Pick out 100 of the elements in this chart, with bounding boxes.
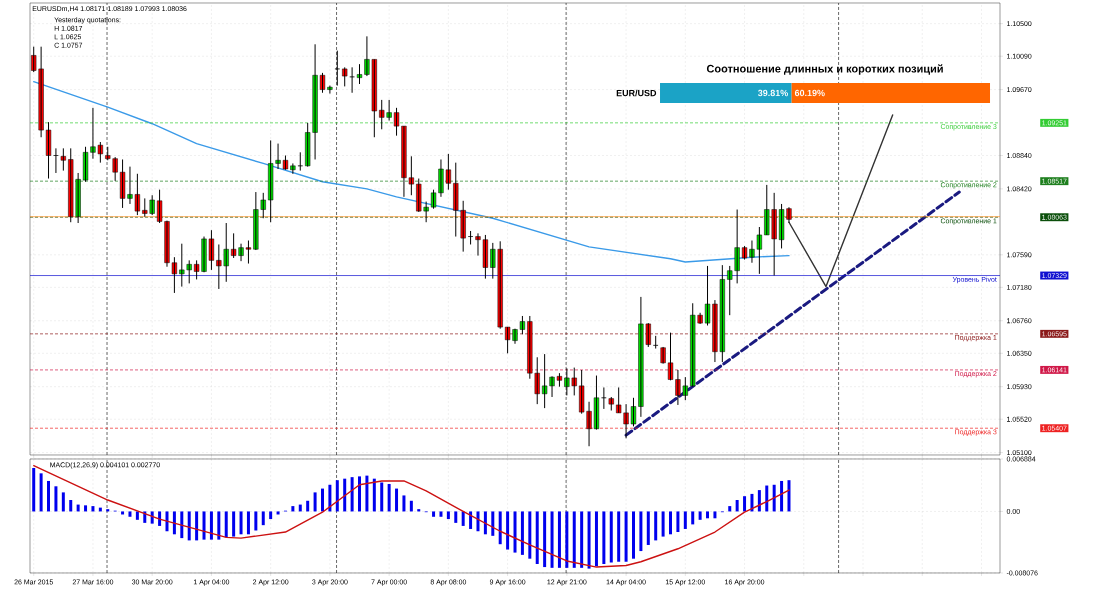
bar <box>158 511 162 526</box>
bar <box>232 511 236 537</box>
bar <box>135 511 139 520</box>
bar <box>180 511 184 539</box>
bar <box>387 484 391 512</box>
bar <box>320 488 324 512</box>
data-label: 60.19% <box>794 89 825 97</box>
bar <box>498 511 502 545</box>
bar <box>580 511 584 568</box>
bar <box>639 511 643 552</box>
bar <box>195 511 199 541</box>
bar <box>395 488 399 512</box>
bar <box>306 500 310 512</box>
bar <box>209 511 213 540</box>
bar <box>624 511 628 562</box>
bar <box>446 511 450 520</box>
bar <box>246 511 250 535</box>
bar <box>676 511 680 533</box>
bar <box>735 500 739 512</box>
bar <box>602 511 606 565</box>
bar <box>261 511 265 526</box>
bar <box>543 511 547 568</box>
bar <box>69 500 73 512</box>
bar <box>291 506 295 512</box>
bar <box>535 511 539 565</box>
candlestick <box>45 121 52 180</box>
bar <box>84 505 88 512</box>
bar <box>654 511 658 541</box>
bar <box>187 511 191 541</box>
bar <box>32 468 36 512</box>
bar <box>491 511 495 536</box>
bar <box>372 478 376 512</box>
candlestick <box>342 66 348 87</box>
bar <box>631 511 635 559</box>
bar <box>469 511 473 529</box>
bar <box>61 492 65 512</box>
bar <box>461 511 465 526</box>
bar <box>172 511 176 535</box>
bar <box>343 478 347 512</box>
data-label: 39.81% <box>757 89 788 97</box>
bar <box>713 511 717 519</box>
bar <box>646 511 650 545</box>
bar <box>765 485 769 512</box>
bar <box>350 477 354 512</box>
bar <box>772 484 776 512</box>
bar <box>432 511 436 517</box>
bar <box>550 511 554 568</box>
bar <box>454 511 458 523</box>
bar <box>217 511 221 540</box>
bar <box>54 486 58 512</box>
bar <box>202 511 206 540</box>
candlestick <box>608 396 614 411</box>
bar <box>313 492 317 512</box>
bar <box>380 482 384 512</box>
bar <box>335 480 339 512</box>
bar <box>165 511 169 532</box>
bar <box>409 500 413 512</box>
bar <box>572 511 576 568</box>
bar <box>239 511 243 535</box>
bar <box>780 480 784 512</box>
bar <box>587 511 591 569</box>
line-series <box>33 80 790 263</box>
bar <box>276 511 280 515</box>
bar <box>47 480 51 512</box>
bar <box>661 511 665 537</box>
bar <box>328 484 332 512</box>
bar <box>609 511 613 563</box>
bar <box>594 511 598 567</box>
bar <box>476 511 480 532</box>
bar <box>691 511 695 525</box>
bar <box>528 511 532 559</box>
bar <box>506 511 510 550</box>
bar <box>224 511 228 538</box>
bar <box>743 496 747 512</box>
bar <box>269 511 273 520</box>
bar <box>358 476 362 512</box>
bar <box>617 511 621 562</box>
bar <box>565 511 569 568</box>
bar <box>39 473 43 512</box>
bar <box>706 511 710 519</box>
bar <box>121 511 125 515</box>
candlestick <box>60 147 66 172</box>
bar <box>513 511 517 553</box>
bar <box>254 511 258 531</box>
bar <box>91 506 95 512</box>
bar <box>698 511 702 520</box>
bar <box>128 511 132 517</box>
bar <box>757 490 761 512</box>
bar <box>669 511 673 535</box>
bar <box>439 511 443 517</box>
bar <box>365 475 369 512</box>
y-tick-label: EUR/USD <box>616 89 657 97</box>
chart-title: Соотношение длинных и коротких позиций <box>706 64 943 75</box>
bar <box>557 511 561 568</box>
bar <box>402 495 406 512</box>
bar <box>483 511 487 535</box>
bar <box>728 506 732 512</box>
bar <box>787 480 791 512</box>
bar <box>683 511 687 529</box>
bar <box>520 511 524 555</box>
